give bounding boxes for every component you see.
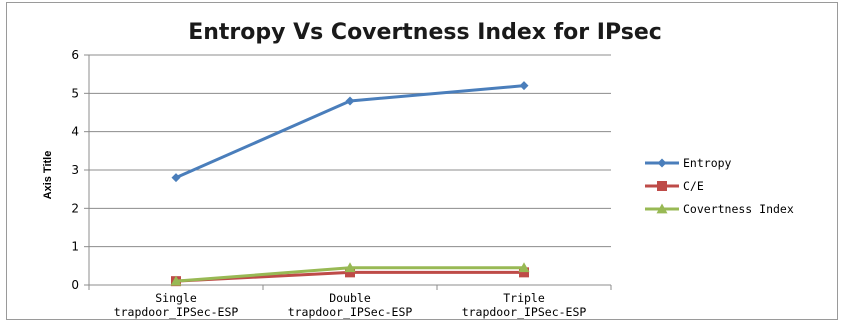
legend-marker-2 [656,203,668,214]
data-point-0-2 [519,81,529,91]
data-point-0-0 [171,173,181,183]
x-tick-label-line: trapdoor_IPSec-ESP [114,305,239,319]
legend-label-1: C/E [683,179,704,193]
chart-frame: Entropy Vs Covertness Index for IPsec Ax… [6,2,838,320]
data-point-0-1 [345,96,355,106]
data-point-1-2 [519,267,529,278]
y-tick-label: 2 [71,201,79,215]
legend-marker-0 [657,158,667,168]
legend-label-0: Entropy [683,156,732,170]
x-tick-label-line: Triple [503,291,545,305]
x-tick-label: Single trapdoor_IPSec-ESP [114,291,239,319]
x-tick-label-line: Single [155,291,197,305]
legend-marker-1 [657,181,667,191]
line-chart: Entropy Vs Covertness Index for IPsec Ax… [42,20,794,319]
legend: Entropy C/E Covertness Index [645,156,794,216]
y-tick-label: 4 [71,125,79,139]
y-tick-label: 0 [71,278,79,292]
x-tick-label-line: Double [329,291,371,305]
y-tick-label: 1 [71,240,79,254]
y-tick-label: 6 [71,48,79,62]
x-tick-label: Double trapdoor_IPSec-ESP [288,291,413,319]
legend-label-2: Covertness Index [683,202,794,216]
y-tick-label: 3 [71,163,79,177]
x-tick-label-line: trapdoor_IPSec-ESP [462,305,587,319]
x-tick-label-line: trapdoor_IPSec-ESP [288,305,413,319]
y-tick-label: 5 [71,86,79,100]
data-point-2-2 [518,262,530,273]
chart-title: Entropy Vs Covertness Index for IPsec [188,20,662,45]
y-axis-label: Axis Title [42,151,54,200]
data-point-2-1 [344,262,356,273]
data-point-1-1 [345,267,355,278]
data-point-2-0 [170,275,182,286]
x-tick-label: Triple trapdoor_IPSec-ESP [462,291,587,319]
